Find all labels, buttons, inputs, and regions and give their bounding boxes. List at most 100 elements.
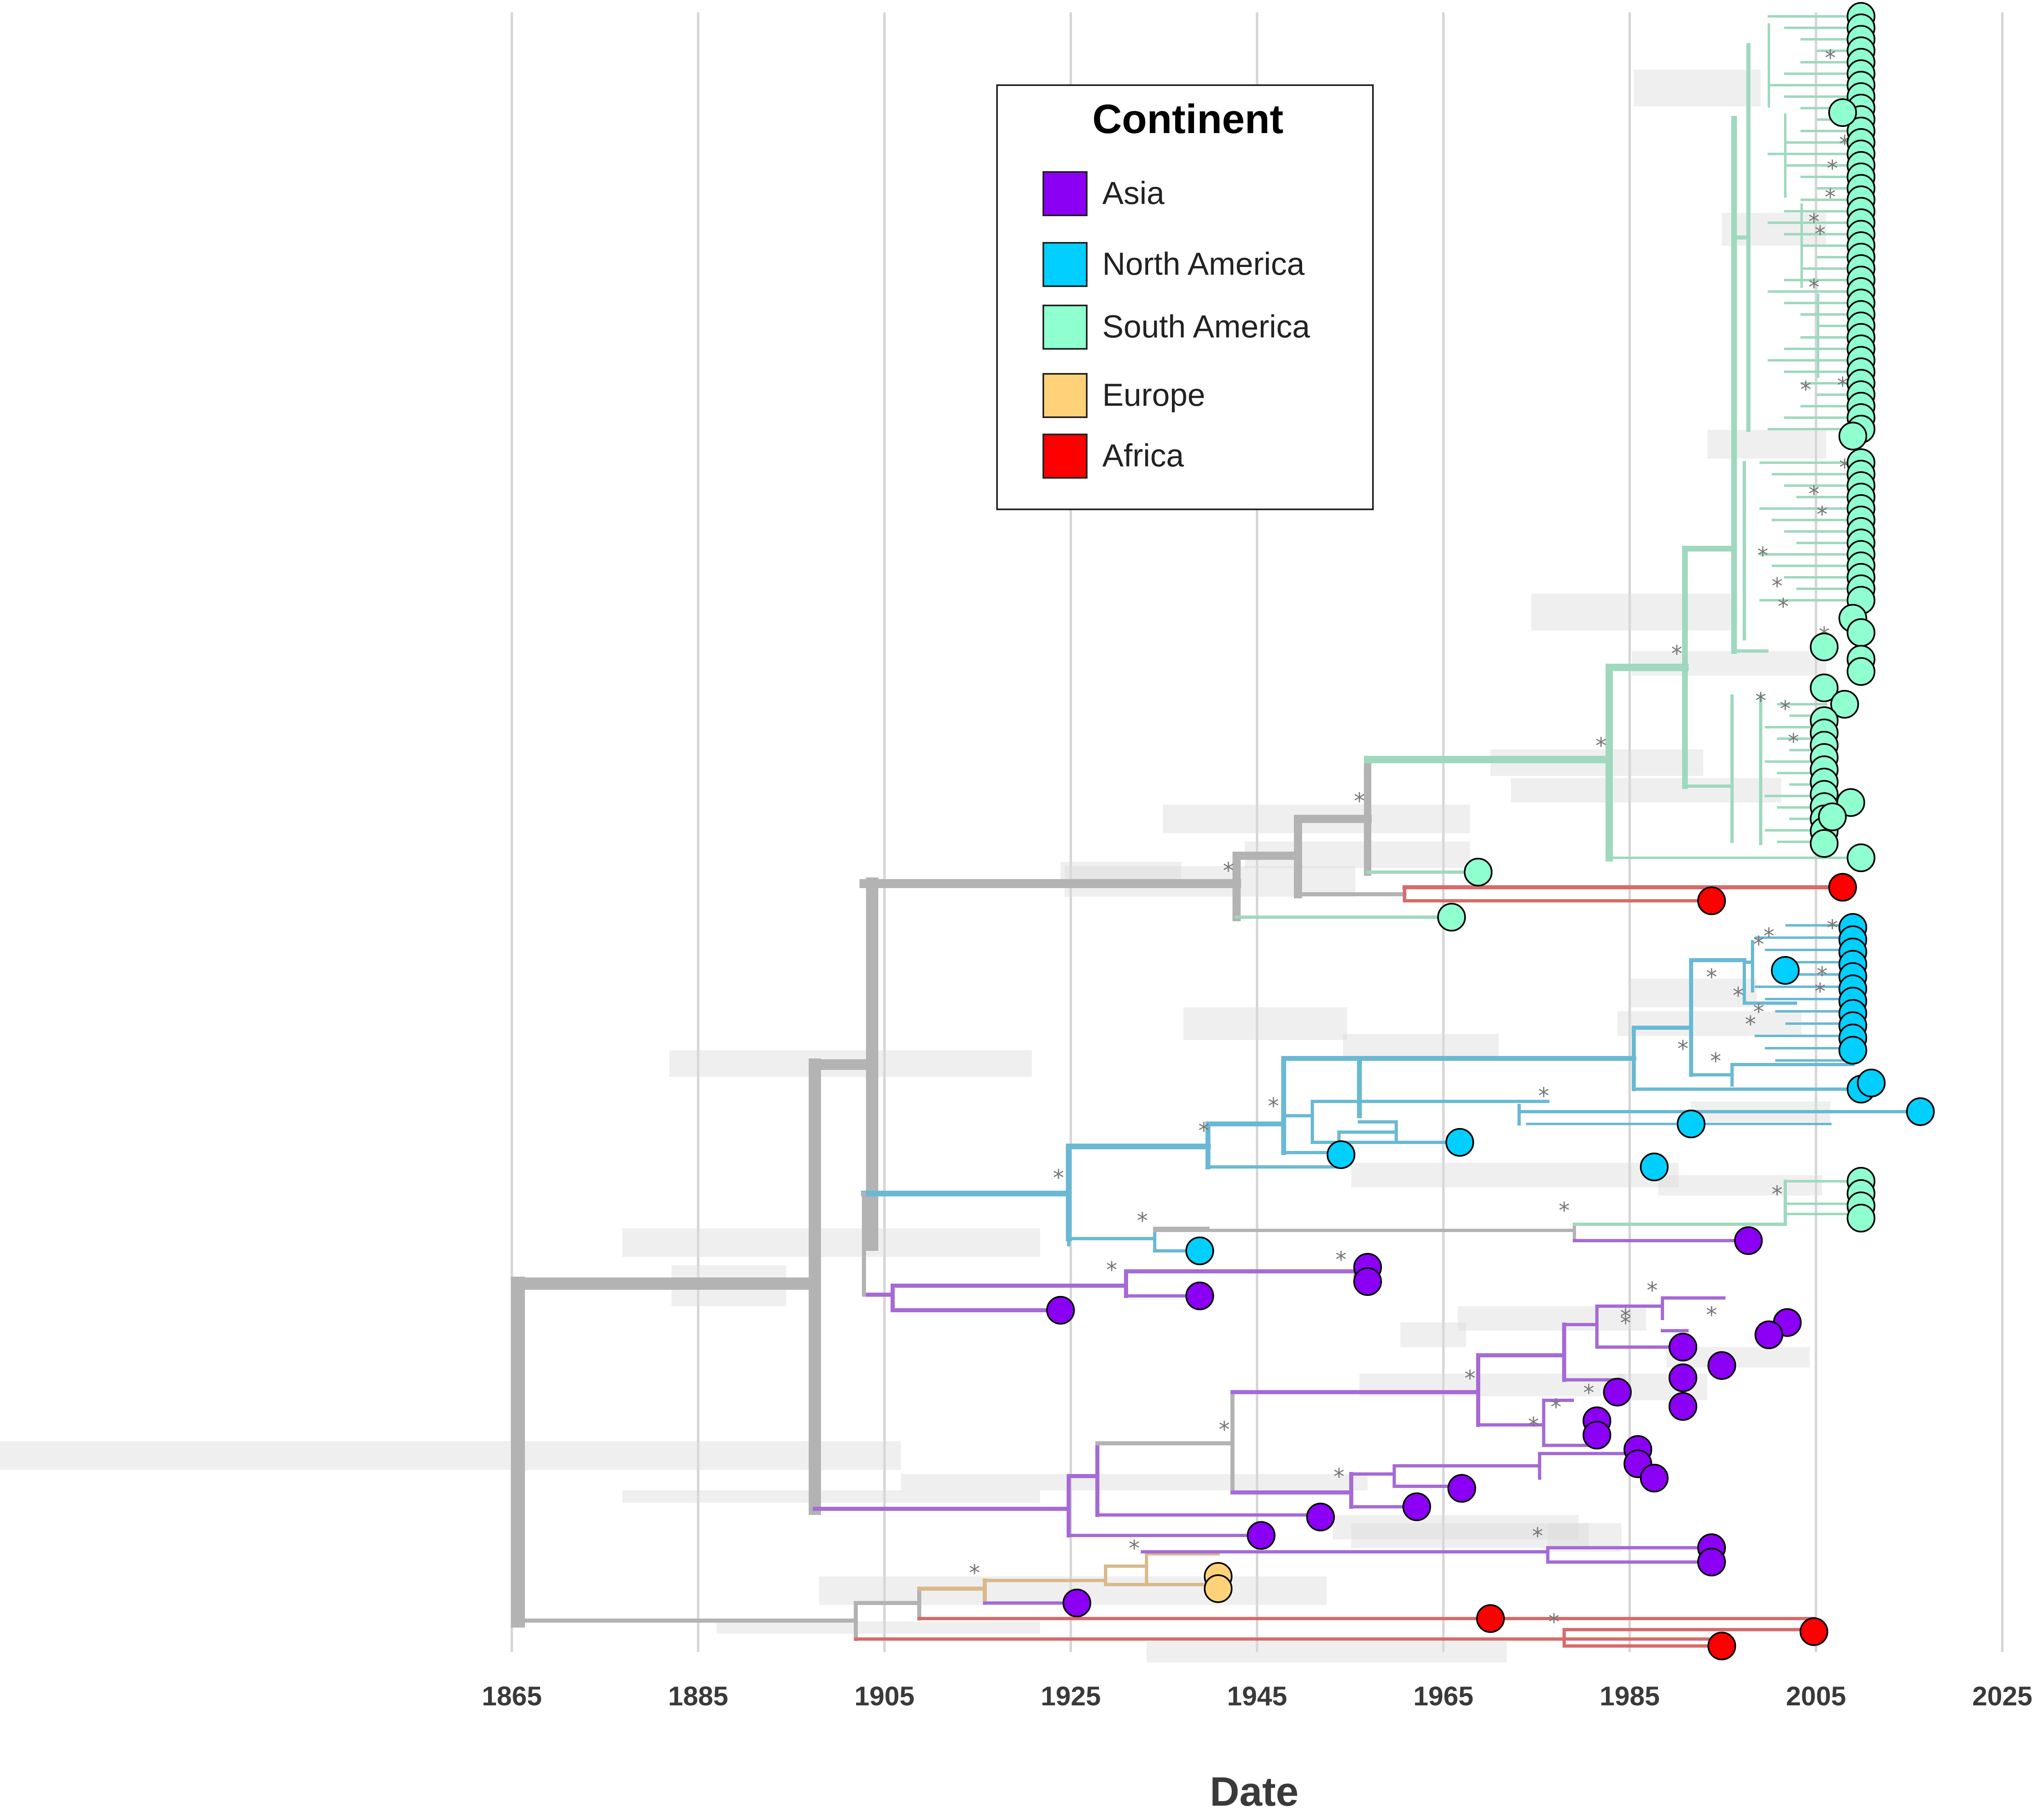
legend-label: Europe: [1102, 377, 1205, 413]
uncertainty-bar: [1722, 213, 1826, 246]
support-marker: *: [1137, 1208, 1148, 1234]
uncertainty-bar: [1511, 778, 1781, 803]
tick-label: 1965: [1413, 1681, 1474, 1711]
support-marker: *: [1268, 1093, 1279, 1119]
support-marker: *: [1778, 594, 1789, 619]
tip-marker: [1810, 674, 1839, 702]
tip-marker: [1828, 873, 1857, 902]
tip-marker: [1828, 98, 1857, 127]
uncertainty-bar: [0, 1441, 901, 1470]
tip-marker: [1734, 1226, 1763, 1255]
legend-swatch: [1043, 373, 1088, 418]
legend-swatch: [1043, 242, 1088, 287]
continent-legend: Continent Asia North America South America…: [996, 84, 1374, 510]
tip-marker: [1839, 1036, 1867, 1065]
support-marker: *: [1106, 1257, 1117, 1283]
support-marker: *: [1129, 1535, 1140, 1561]
tip-marker: [1677, 1110, 1705, 1138]
support-marker: *: [1733, 983, 1744, 1008]
support-marker: *: [1827, 156, 1838, 181]
tip-marker: [1185, 1282, 1214, 1310]
tip-marker: [1445, 1128, 1474, 1157]
tip-marker: [1640, 1153, 1669, 1181]
support-marker: *: [1596, 733, 1607, 759]
tip-marker: [1818, 803, 1847, 831]
support-marker: *: [1800, 377, 1811, 402]
tip-marker: [1204, 1574, 1232, 1603]
uncertainty-bar: [1351, 1523, 1589, 1548]
support-marker: *: [1809, 481, 1820, 507]
tip-marker: [1640, 1464, 1669, 1492]
support-marker: *: [1817, 962, 1828, 988]
support-marker: *: [1706, 964, 1717, 990]
tip-marker: [1464, 858, 1493, 886]
support-marker: *: [1755, 688, 1766, 714]
support-marker: *: [1223, 858, 1234, 884]
support-marker: *: [1647, 1277, 1658, 1303]
uncertainty-bar: [1531, 594, 1732, 631]
uncertainty-bar: [1458, 1306, 1646, 1331]
legend-label: Africa: [1102, 437, 1184, 473]
legend-swatch: [1043, 305, 1088, 350]
tip-marker: [1847, 1204, 1875, 1232]
support-marker: *: [1528, 1413, 1539, 1438]
support-marker: *: [1772, 1181, 1783, 1207]
tip-marker: [1476, 1604, 1505, 1633]
tip-marker: [1906, 1097, 1935, 1126]
support-marker: *: [1837, 373, 1848, 398]
uncertainty-bar: [717, 1621, 1040, 1634]
support-marker: *: [1551, 1394, 1562, 1420]
support-marker: *: [1764, 923, 1775, 949]
uncertainty-bar: [622, 1228, 1040, 1257]
tip-marker: [1697, 1548, 1726, 1576]
tip-marker: [1603, 1378, 1632, 1406]
support-marker: *: [1817, 502, 1828, 527]
support-marker: *: [1671, 641, 1682, 667]
support-marker: *: [1620, 1304, 1631, 1330]
support-marker: *: [1809, 274, 1820, 300]
tick-label: 1865: [482, 1681, 542, 1711]
support-marker: *: [1780, 696, 1791, 722]
tip-marker: [1810, 829, 1839, 858]
date-uncertainty-bars: [0, 70, 1830, 1662]
tip-marker: [1847, 657, 1875, 686]
support-marker: *: [1199, 1118, 1210, 1144]
tip-marker: [1857, 1069, 1886, 1097]
tip-marker: [1847, 618, 1875, 647]
tip-marker: [1810, 633, 1839, 661]
tip-marker: [1669, 1333, 1697, 1361]
tip-marker: [1755, 1320, 1783, 1349]
tip-marker: [1583, 1421, 1611, 1449]
support-marker: *: [1706, 1302, 1717, 1328]
uncertainty-bar: [901, 1474, 1368, 1490]
tick-label: 1885: [668, 1681, 728, 1711]
support-marker: *: [1710, 1048, 1721, 1074]
tick-label: 1925: [1041, 1681, 1101, 1711]
legend-swatch: [1043, 434, 1088, 479]
support-marker: *: [1757, 543, 1768, 568]
support-marker: *: [1815, 979, 1826, 1004]
tip-marker: [1247, 1521, 1275, 1550]
uncertainty-bar: [1658, 1175, 1822, 1196]
tick-label: 2025: [1972, 1681, 2033, 1711]
support-marker: *: [969, 1560, 980, 1586]
uncertainty-bar: [622, 1490, 1040, 1503]
tip-marker: [1185, 1237, 1214, 1265]
tip-markers: [1046, 2, 1935, 1660]
date-axis-ticks: 1865 1885 1905 1925 1945 1965 1985 2005 2025: [482, 1681, 2033, 1711]
tip-marker: [1063, 1589, 1091, 1617]
support-marker: *: [1827, 915, 1838, 941]
uncertainty-bar: [1147, 1642, 1507, 1662]
support-marker: *: [1825, 184, 1836, 210]
tick-label: 1945: [1227, 1681, 1287, 1711]
support-marker: *: [1583, 1380, 1594, 1406]
date-axis-title: Date: [1210, 1769, 1299, 1815]
support-marker: *: [1753, 999, 1764, 1025]
tick-label: 1905: [855, 1681, 915, 1711]
tick-label: 1985: [1600, 1681, 1660, 1711]
uncertainty-bar: [1634, 70, 1761, 106]
support-marker: *: [1549, 1609, 1560, 1635]
legend-swatch: [1043, 171, 1088, 216]
uncertainty-bar: [1061, 862, 1181, 882]
tip-marker: [1771, 956, 1800, 985]
